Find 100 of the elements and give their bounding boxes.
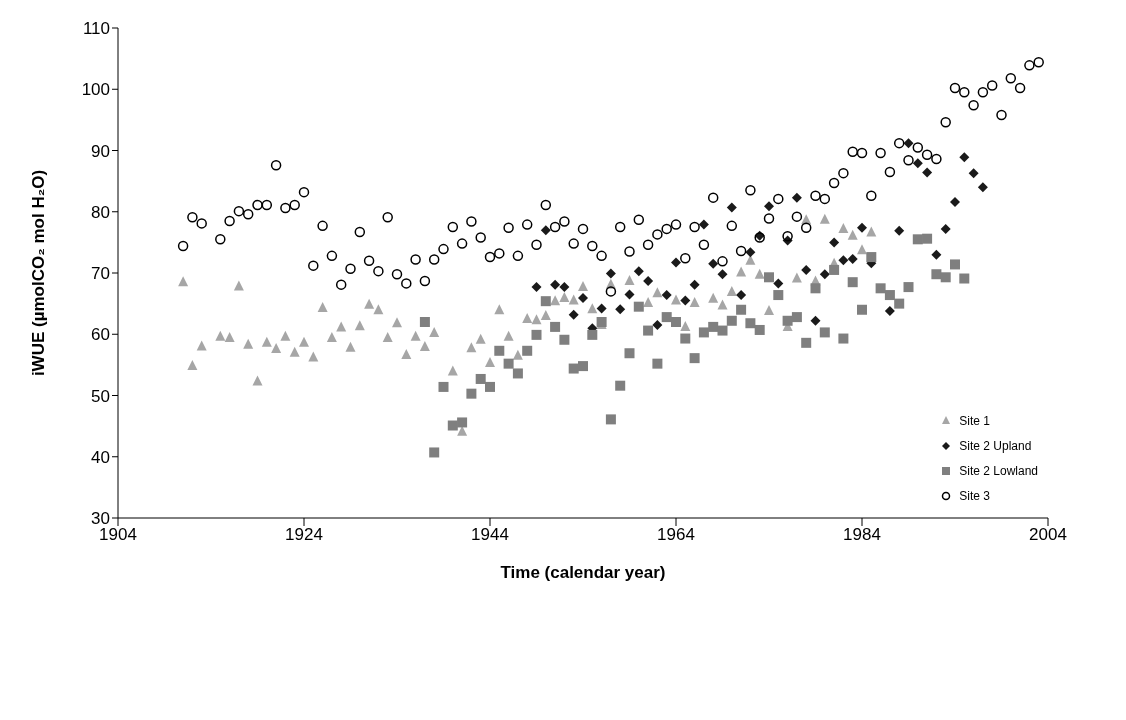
point [745, 247, 756, 258]
point [568, 309, 579, 320]
point [819, 327, 830, 338]
point [773, 290, 784, 301]
point [447, 420, 458, 431]
point [550, 279, 561, 290]
y-tick-label: 70 [91, 264, 110, 284]
point [531, 329, 542, 340]
point [624, 348, 635, 359]
point [429, 447, 440, 458]
point [959, 273, 970, 284]
x-tick-label: 1924 [285, 525, 323, 545]
point [736, 304, 747, 315]
point [615, 304, 626, 315]
point [736, 290, 747, 301]
point [726, 202, 737, 213]
point [940, 272, 951, 283]
point [838, 255, 849, 266]
point [968, 168, 979, 179]
legend-label: Site 2 Lowland [959, 463, 1038, 478]
point [652, 358, 663, 369]
point [643, 275, 654, 286]
x-tick-label: 1944 [471, 525, 509, 545]
point [522, 345, 533, 356]
point [633, 301, 644, 312]
point [633, 266, 644, 277]
legend-label: Site 3 [959, 488, 990, 503]
y-tick-label: 40 [91, 447, 110, 467]
point [791, 192, 802, 203]
x-tick-label: 2004 [1029, 525, 1067, 545]
point [819, 269, 830, 280]
point [801, 337, 812, 348]
legend-label: Site 2 Upland [959, 438, 1032, 453]
point [568, 363, 579, 374]
point [810, 283, 821, 294]
point [903, 282, 914, 293]
point [652, 320, 663, 331]
point [764, 272, 774, 283]
point [717, 325, 728, 336]
point [717, 269, 728, 280]
point [615, 380, 626, 391]
point [754, 324, 765, 335]
x-tick-label: 1964 [657, 525, 695, 545]
point [466, 388, 477, 399]
point [494, 345, 505, 356]
y-tick-label: 50 [91, 386, 110, 406]
point [931, 269, 942, 280]
point [698, 219, 709, 230]
y-tick-label: 100 [81, 80, 110, 100]
point [884, 290, 895, 301]
point [829, 237, 840, 248]
point [671, 257, 681, 268]
point [866, 252, 877, 263]
point [698, 327, 709, 338]
point [857, 222, 867, 233]
point [671, 317, 681, 327]
point [940, 223, 951, 234]
point [884, 305, 895, 316]
point [540, 225, 551, 236]
point [587, 329, 598, 340]
point [661, 290, 672, 301]
point [764, 201, 774, 212]
point [485, 381, 495, 392]
point [773, 278, 784, 289]
point [624, 289, 635, 300]
point [791, 312, 802, 323]
point [810, 315, 821, 326]
point [931, 249, 942, 260]
point [745, 318, 756, 329]
point [894, 225, 905, 236]
point [661, 312, 672, 323]
point [475, 373, 486, 384]
y-axis-title: iWUE (µmolCO₂ mol H₂O) [29, 169, 49, 377]
point [950, 259, 960, 270]
point [708, 321, 719, 332]
x-tick-label: 1984 [843, 525, 881, 545]
point [643, 325, 654, 336]
y-tick-label: 60 [91, 325, 110, 345]
point [801, 264, 812, 275]
point [578, 361, 588, 372]
point [512, 368, 523, 379]
point [782, 315, 793, 326]
point [503, 358, 514, 369]
point [457, 417, 468, 428]
point [726, 315, 737, 326]
point [912, 234, 923, 245]
point [829, 264, 840, 275]
point [903, 138, 914, 149]
point [540, 296, 551, 307]
point [977, 182, 988, 193]
point [847, 277, 858, 288]
y-tick-label: 110 [82, 19, 110, 39]
point [680, 333, 691, 344]
point [680, 295, 691, 306]
point [950, 196, 960, 207]
point [708, 258, 719, 269]
point [578, 293, 588, 304]
point [912, 158, 923, 169]
point [894, 298, 905, 309]
point [550, 321, 561, 332]
